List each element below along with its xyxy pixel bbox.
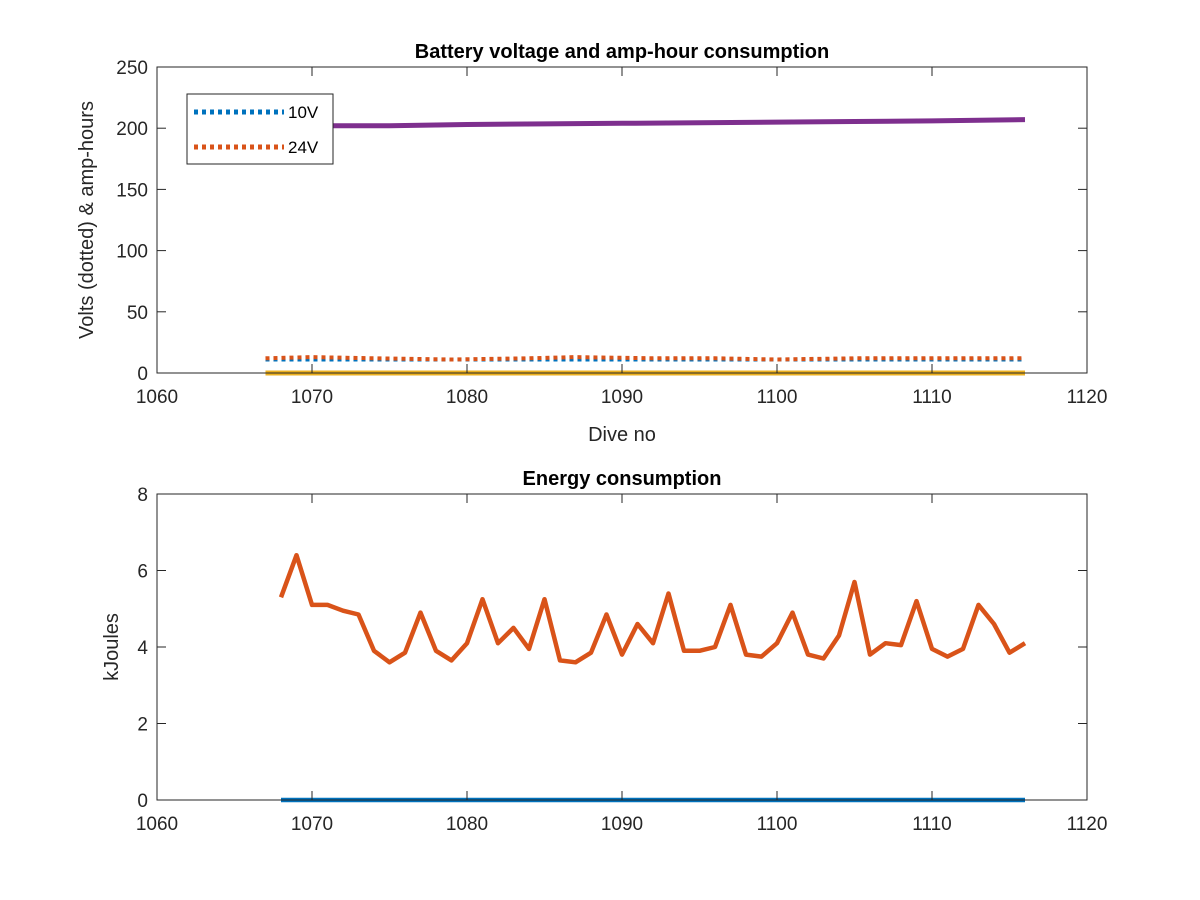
energy-x-tick-label: 1090 [601,814,643,835]
energy-x-tick-label: 1060 [136,814,178,835]
voltage-x-tick-label: 1060 [136,387,178,408]
legend-label-24v: 24V [288,138,319,157]
voltage-y-tick-label: 100 [116,242,148,263]
energy-x-tick-label: 1120 [1067,814,1108,835]
energy-x-tick-label: 1100 [757,814,798,835]
voltage-x-ticks: 1060 1070 1080 1090 1100 1110 1120 [136,67,1108,408]
energy-y-ticks: 0 2 4 6 8 [137,485,1087,812]
voltage-line-series-4 [265,117,1026,130]
energy-y-axis-label: kJoules [101,613,123,681]
voltage-x-tick-label: 1070 [291,387,333,408]
voltage-y-tick-label: 200 [116,119,148,140]
voltage-y-ticks: 0 50 100 150 200 250 [116,58,1087,385]
voltage-plot-title: Battery voltage and amp-hour consumption [415,41,829,63]
voltage-x-axis-label: Dive no [588,424,656,446]
energy-y-tick-label: 2 [137,715,148,736]
legend-label-10v: 10V [288,103,319,122]
energy-x-tick-label: 1070 [291,814,333,835]
voltage-y-tick-label: 50 [127,303,148,324]
energy-y-tick-label: 6 [137,562,148,583]
energy-plot-title: Energy consumption [523,468,722,490]
voltage-x-tick-label: 1110 [912,387,951,408]
voltage-plot: 1060 1070 1080 1090 1100 1110 1120 0 50 100 150 20… [76,41,1107,446]
energy-y-tick-label: 4 [137,638,148,659]
legend: 10V 24V [186,93,334,165]
energy-x-ticks: 1060 1070 1080 1090 1100 1110 1120 [136,494,1108,835]
voltage-y-tick-label: 0 [137,364,148,385]
energy-x-tick-label: 1080 [446,814,488,835]
energy-y-tick-label: 8 [137,485,148,506]
legend-box [186,93,334,165]
energy-plot-area [157,494,1087,800]
energy-plot: 1060 1070 1080 1090 1100 1110 1120 0 2 4 6 8 Energ… [101,468,1107,835]
voltage-x-tick-label: 1090 [601,387,643,408]
voltage-x-tick-label: 1120 [1067,387,1108,408]
voltage-y-tick-label: 150 [116,180,148,201]
voltage-x-tick-label: 1100 [757,387,798,408]
voltage-y-tick-label: 250 [116,58,148,79]
energy-line-series-2 [278,552,1027,665]
energy-x-tick-label: 1110 [912,814,951,835]
energy-y-tick-label: 0 [137,791,148,812]
voltage-x-tick-label: 1080 [446,387,488,408]
voltage-line-24v [265,355,1025,362]
voltage-y-axis-label: Volts (dotted) & amp-hours [76,101,98,339]
